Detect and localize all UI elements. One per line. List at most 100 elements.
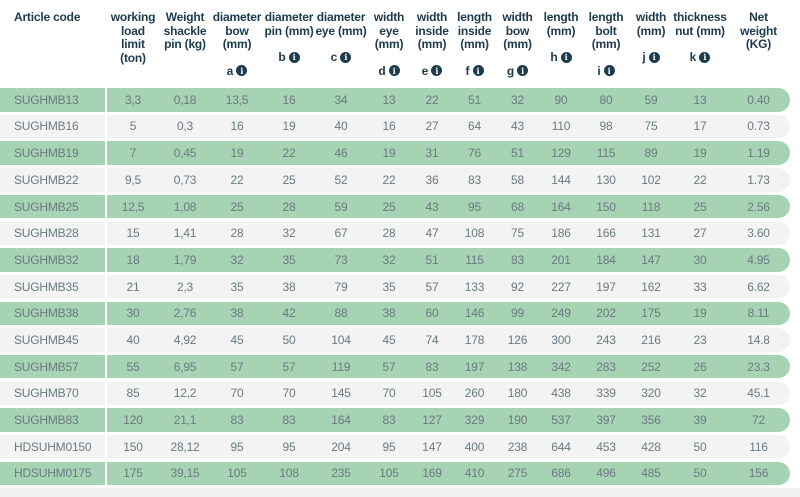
cell-thickness_nut_mm: 39 [693,413,707,428]
table-row-SUGHMB83: SUGHMB83 120 21,1 83 83 164 83 127 329 190 537 397 3… [0,408,790,432]
cell-length_mm: 644 [551,439,571,454]
cell-length_inside_mm: 329 [464,413,485,428]
cell-width_mm: 356 [641,413,661,428]
cell-width_eye_mm: 32 [382,252,396,267]
cell-diameter_pin_mm: 38 [282,279,296,294]
column-header-width_mm: width (mm) j i [629,10,673,88]
cell-length_inside_mm: 64 [468,119,481,134]
dimension-letter: d [378,63,386,78]
column-header-width_eye_mm: width eye (mm) d i [367,10,411,88]
column-header-width_bow_mm: width bow (mm) g i [496,10,539,88]
article-code: SUGHMB25 [0,194,107,219]
info-icon[interactable]: i [648,51,660,63]
table-row-SUGHMB45: SUGHMB45 40 4,92 45 50 104 45 74 178 126 300 243 216… [0,328,790,352]
info-icon[interactable]: i [388,65,400,76]
cell-diameter_bow_mm: 28 [230,226,244,241]
cell-length_mm: 201 [551,252,571,267]
cell-net_weight_kg: 2.56 [747,199,770,214]
cell-working_load_limit_ton: 7 [129,146,137,161]
cell-working_load_limit_ton: 3,3 [124,92,142,107]
cell-diameter_bow_mm: 22 [230,172,244,187]
cell-width_bow_mm: 51 [511,146,524,161]
cell-width_eye_mm: 25 [382,199,396,214]
cell-diameter_bow_mm: 16 [230,119,244,134]
cell-length_bolt_mm: 243 [596,332,616,347]
cell-width_mm: 175 [641,306,661,321]
cell-weight_shackle_pin_kg: 4,92 [173,332,197,347]
cell-diameter_pin_mm: 95 [282,439,296,454]
cell-net_weight_kg: 1.73 [747,172,770,187]
cell-length_bolt_mm: 496 [596,466,616,481]
article-code: SUGHMB13 [0,88,107,112]
cell-thickness_nut_mm: 19 [693,146,707,161]
article-code: SUGHMB38 [0,301,107,326]
article-code: SUGHMB35 [0,274,107,299]
cell-width_bow_mm: 68 [511,199,524,214]
cell-length_mm: 110 [551,119,571,134]
cell-width_mm: 102 [641,172,661,187]
cell-diameter_pin_mm: 32 [282,226,296,241]
cell-diameter_pin_mm: 70 [282,386,296,401]
cell-width_mm: 485 [641,466,661,481]
cell-diameter_pin_mm: 35 [282,252,296,267]
table-row-SUGHMB25: SUGHMB25 12,5 1,08 25 28 59 25 43 95 68 164 150 118 2… [0,194,790,219]
cell-width_eye_mm: 57 [382,359,396,374]
cell-thickness_nut_mm: 27 [693,226,707,241]
info-icon[interactable]: i [603,65,615,76]
cell-width_mm: 118 [641,199,661,214]
cell-width_eye_mm: 16 [382,119,396,134]
cell-working_load_limit_ton: 40 [126,332,140,347]
cell-working_load_limit_ton: 150 [123,439,143,454]
info-icon[interactable]: i [288,51,300,63]
cell-width_inside_mm: 43 [425,199,439,214]
cell-length_mm: 227 [551,279,571,294]
cell-diameter_pin_mm: 16 [282,92,296,107]
cell-width_eye_mm: 13 [382,92,396,107]
cell-width_eye_mm: 28 [382,226,396,241]
cell-width_eye_mm: 22 [382,172,396,187]
cell-length_bolt_mm: 202 [596,306,616,321]
column-title: diameter eye (mm) [315,10,367,38]
table-row-HDSUHM0175: HDSUHM0175 175 39,15 105 108 235 105 169 410 275 6… [0,461,790,486]
info-icon[interactable]: i [560,51,572,63]
cell-width_eye_mm: 35 [382,279,396,294]
cell-weight_shackle_pin_kg: 1,79 [173,252,197,267]
table-row-SUGHMB57: SUGHMB57 55 6,95 57 57 119 57 83 197 138 342 283 252… [0,354,790,379]
cell-width_eye_mm: 19 [382,146,396,161]
dimension-letter: i [597,63,601,78]
cell-width_mm: 216 [641,332,661,347]
cell-diameter_bow_mm: 13,5 [225,92,249,107]
cell-diameter_bow_mm: 57 [230,359,244,374]
cell-working_load_limit_ton: 12,5 [121,199,145,214]
info-icon[interactable]: i [517,65,529,76]
cell-width_bow_mm: 238 [507,439,528,454]
table-row-SUGHMB38: SUGHMB38 30 2,76 38 42 88 38 60 146 99 249 202 175 19… [0,301,790,326]
column-title: Net weight (KG) [740,10,777,51]
cell-width_inside_mm: 57 [425,279,439,294]
cell-width_eye_mm: 70 [382,386,396,401]
column-header-length_inside_mm: length inside (mm) f i [453,10,496,88]
info-icon[interactable]: i [699,51,711,63]
cell-net_weight_kg: 3.60 [747,226,770,241]
cell-width_bow_mm: 99 [511,306,524,321]
article-code: SUGHMB32 [0,248,107,272]
cell-length_inside_mm: 83 [468,172,481,187]
table-row-SUGHMB22: SUGHMB22 9,5 0,73 22 25 52 22 36 83 58 144 130 102 22… [0,168,790,192]
info-icon[interactable]: i [340,51,352,63]
column-header-length_mm: length (mm) h i [539,10,583,88]
dimension-letter: c [330,50,338,64]
cell-diameter_bow_mm: 95 [230,439,244,454]
cell-thickness_nut_mm: 30 [693,252,707,267]
info-icon[interactable]: i [472,65,484,76]
cell-diameter_bow_mm: 70 [230,386,244,401]
cell-net_weight_kg: 4.95 [747,252,770,267]
cell-net_weight_kg: 0.73 [747,119,770,134]
info-icon[interactable]: i [431,65,443,76]
article-code: SUGHMB83 [0,408,107,432]
info-icon[interactable]: i [236,65,248,76]
cell-length_bolt_mm: 80 [599,92,613,107]
cell-width_mm: 162 [641,279,661,294]
